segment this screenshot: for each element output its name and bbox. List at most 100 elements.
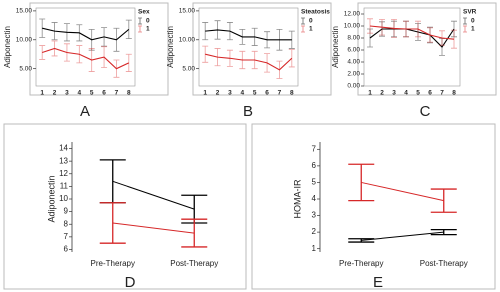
y-axis-label: HOMA-IR	[292, 179, 302, 218]
y-axis-label: Adiponectin	[166, 26, 175, 68]
x-tick-label: 6	[428, 90, 432, 97]
panel-label: E	[373, 274, 383, 291]
y-axis-label: Adiponectin	[46, 175, 56, 222]
x-tick-label: 4	[404, 90, 408, 97]
y-tick-label: 8.00	[347, 35, 360, 42]
y-tick-label: 2	[312, 227, 317, 236]
series-line	[369, 25, 455, 40]
y-tick-label: 2.00	[347, 71, 360, 78]
y-tick-label: 9	[64, 207, 69, 216]
x-tick-label: 2	[53, 90, 57, 97]
legend-title: Sex	[138, 9, 150, 16]
x-tick-label: 2	[216, 90, 220, 97]
series-line	[361, 181, 444, 202]
legend-label: 0	[471, 18, 475, 25]
y-tick-label: 3	[312, 211, 317, 220]
x-tick-label: 1	[368, 90, 372, 97]
plot-frame	[35, 7, 136, 87]
legend-label: 1	[471, 26, 475, 33]
y-tick-label: 4.00	[347, 59, 360, 66]
error-bar	[39, 45, 46, 60]
series-line	[361, 231, 444, 241]
x-tick-label: Post-Therapy	[420, 259, 468, 268]
y-tick-label: 6	[64, 245, 69, 254]
panel-frame	[3, 123, 247, 290]
legend-label: 0	[146, 18, 150, 25]
y-tick-label: 11	[60, 181, 69, 190]
panel-frame	[251, 123, 496, 290]
y-tick-label: 6	[312, 161, 317, 170]
x-tick-label: 3	[392, 90, 396, 97]
error-bar	[348, 238, 375, 243]
legend-label: 1	[146, 26, 150, 33]
legend-label: 0	[309, 18, 313, 25]
legend-swatch	[138, 25, 142, 33]
x-tick-label: 4	[78, 90, 82, 97]
y-tick-label: 7	[64, 232, 69, 241]
y-tick-label: 10.00	[344, 23, 361, 30]
x-tick-label: Post-Therapy	[170, 259, 218, 268]
legend-swatch	[301, 17, 305, 25]
y-tick-label: 15.00	[16, 8, 33, 15]
x-tick-label: 1	[40, 90, 44, 97]
x-tick-label: 7	[115, 90, 119, 97]
legend-label: 1	[309, 26, 313, 33]
y-tick-label: 1	[312, 244, 317, 253]
y-tick-label: 5.00	[19, 65, 32, 72]
series-line	[205, 53, 293, 71]
legend-swatch	[463, 25, 467, 33]
x-tick-label: 6	[265, 90, 269, 97]
x-tick-label: 5	[90, 90, 94, 97]
y-tick-label: 12	[59, 169, 68, 178]
series-line	[369, 28, 455, 48]
x-tick-label: 1	[203, 90, 207, 97]
legend-title: Steatosis	[301, 9, 330, 16]
y-tick-label: 14	[59, 144, 68, 153]
panel-label: C	[420, 103, 431, 120]
panel-frame	[29, 2, 169, 96]
error-bar	[288, 49, 295, 68]
x-tick-label: 8	[452, 90, 456, 97]
panel-frame	[192, 2, 332, 96]
x-tick-label: Pre-Therapy	[339, 259, 383, 268]
x-tick-label: 7	[440, 90, 444, 97]
plot-frame	[363, 7, 461, 87]
y-axis-label: Adiponectin	[3, 26, 12, 68]
series-line	[112, 222, 195, 234]
x-tick-label: Pre-Therapy	[91, 259, 135, 268]
y-tick-label: 5.00	[182, 65, 195, 72]
legend-swatch	[463, 17, 467, 25]
panel-label: A	[80, 103, 90, 120]
y-axis-label: Adiponectin	[331, 26, 340, 68]
x-tick-label: 5	[416, 90, 420, 97]
y-tick-label: 10	[59, 194, 68, 203]
x-tick-label: 3	[65, 90, 69, 97]
legend-swatch	[301, 25, 305, 33]
y-tick-label: 15.00	[179, 8, 196, 15]
series-line	[42, 47, 130, 70]
x-tick-label: 3	[228, 90, 232, 97]
panel-frame	[357, 2, 497, 96]
y-tick-label: 7	[312, 144, 317, 153]
x-tick-label: 5	[253, 90, 257, 97]
x-tick-label: 6	[102, 90, 106, 97]
y-tick-label: 6.00	[347, 47, 360, 54]
panel-label: B	[243, 103, 253, 120]
panel-label: D	[125, 274, 136, 291]
error-bar	[125, 19, 132, 40]
series-line	[112, 180, 195, 210]
plot-frame	[198, 7, 299, 87]
error-bar	[125, 53, 132, 72]
y-tick-label: 4	[312, 194, 317, 203]
y-tick-label: 12.00	[344, 11, 361, 18]
x-tick-label: 2	[380, 90, 384, 97]
y-tick-label: 10.00	[16, 36, 33, 43]
error-bar	[430, 188, 457, 213]
y-tick-label: 13	[59, 156, 68, 165]
y-tick-label: 0.00	[347, 83, 360, 90]
x-tick-label: 4	[241, 90, 245, 97]
series-line	[205, 29, 292, 41]
error-bar	[288, 30, 295, 49]
